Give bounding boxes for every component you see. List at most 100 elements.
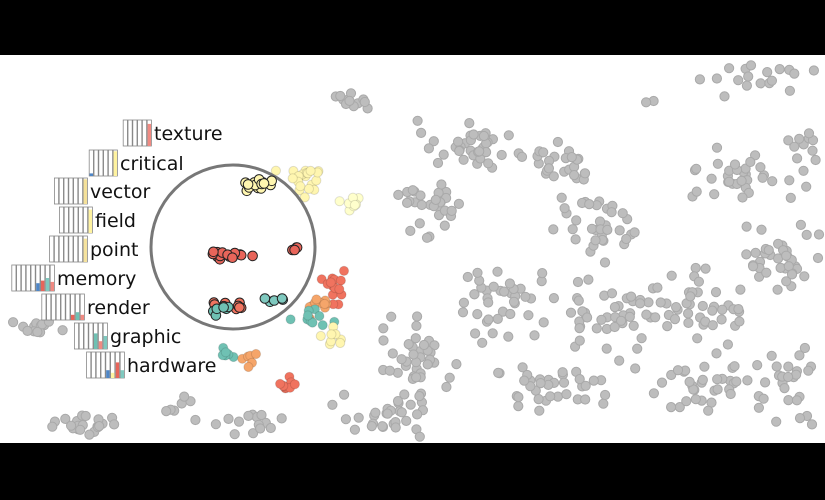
data-point — [606, 207, 617, 218]
data-point — [641, 97, 652, 108]
data-point — [617, 208, 628, 219]
data-point — [415, 190, 426, 201]
data-point — [586, 223, 598, 234]
data-point — [799, 342, 811, 354]
lens-data-point — [259, 293, 271, 304]
colored-data-point — [319, 298, 330, 310]
data-point — [700, 263, 711, 274]
data-point — [84, 429, 95, 440]
colored-data-point — [311, 294, 322, 305]
data-point — [487, 328, 498, 339]
keyword-bar-frame — [127, 119, 133, 147]
keyword-glyph-critical[interactable]: critical — [88, 149, 186, 178]
data-point — [80, 410, 91, 422]
data-point — [735, 284, 746, 295]
data-point — [789, 141, 800, 152]
data-point — [378, 335, 389, 346]
colored-data-point — [349, 199, 360, 211]
data-point — [810, 154, 821, 166]
data-point — [783, 361, 794, 372]
keyword-bar-frame — [86, 351, 92, 379]
data-point — [703, 405, 714, 416]
lens-circle[interactable] — [149, 163, 317, 331]
data-point — [784, 85, 796, 96]
colored-data-point — [303, 183, 314, 194]
data-point — [513, 392, 524, 403]
keyword-bar-frame — [83, 206, 89, 234]
background-points — [8, 60, 825, 442]
data-point — [799, 271, 810, 282]
data-point — [783, 371, 794, 383]
data-point — [344, 95, 355, 107]
data-point — [390, 422, 401, 433]
data-point — [405, 399, 416, 410]
keyword-bar-frame — [46, 293, 52, 321]
data-point — [666, 270, 677, 281]
keyword-bar-frame — [78, 322, 84, 350]
data-point — [694, 74, 706, 85]
data-point — [635, 298, 646, 309]
keyword-glyph-graphic[interactable]: graphic — [74, 322, 184, 351]
keyword-bar-frame — [88, 322, 94, 350]
data-point — [601, 343, 612, 354]
colored-data-point — [307, 317, 318, 328]
keyword-glyph-vector[interactable]: vector — [54, 177, 153, 206]
data-point — [477, 337, 488, 348]
data-point — [396, 354, 407, 365]
data-point — [552, 136, 564, 148]
keyword-bar — [113, 151, 117, 176]
data-point — [632, 343, 643, 354]
keyword-bar — [83, 179, 87, 204]
keyword-glyph-memory[interactable]: memory — [11, 264, 139, 293]
data-point — [557, 367, 568, 378]
data-point — [591, 323, 602, 334]
data-point — [766, 75, 778, 86]
data-point — [794, 413, 806, 424]
keyword-glyph-render[interactable]: render — [41, 293, 152, 322]
keyword-bar-frame — [68, 206, 74, 234]
keyword-glyph-hardware[interactable]: hardware — [86, 351, 219, 380]
scatter-canvas[interactable]: texture critical vector field point memory ren… — [0, 55, 825, 443]
data-point — [359, 96, 370, 108]
data-point — [401, 415, 412, 426]
colored-data-point — [334, 284, 345, 295]
data-point — [794, 350, 805, 361]
data-point — [566, 152, 577, 163]
data-point — [803, 128, 815, 139]
scatter-plot[interactable]: texture critical vector field point memory ren… — [0, 55, 825, 443]
keyword-bar — [71, 314, 75, 320]
colored-data-point — [243, 361, 254, 373]
keyword-label: memory — [57, 268, 136, 290]
data-point — [711, 142, 723, 153]
keyword-glyph-field[interactable]: field — [59, 206, 139, 235]
data-point — [775, 262, 786, 273]
data-point — [340, 414, 351, 425]
data-point — [387, 348, 398, 359]
keyword-bar-frame — [74, 322, 80, 350]
data-point — [785, 192, 796, 203]
colored-data-point — [275, 378, 286, 389]
data-point — [641, 309, 652, 320]
data-point — [558, 377, 570, 388]
data-point — [520, 291, 531, 302]
keyword-glyph-point[interactable]: point — [49, 235, 141, 264]
data-point — [717, 304, 728, 315]
keyword-bar — [36, 283, 40, 291]
colored-points — [162, 129, 364, 394]
keyword-glyph-texture[interactable]: texture — [122, 119, 225, 148]
data-point — [684, 376, 695, 387]
data-point — [729, 361, 740, 372]
data-point — [742, 375, 753, 386]
data-point — [599, 257, 611, 268]
data-point — [265, 422, 276, 434]
data-point — [378, 323, 389, 334]
data-point — [458, 154, 469, 165]
colored-data-point — [334, 196, 345, 207]
data-point — [75, 424, 86, 435]
data-point — [745, 156, 756, 168]
keyword-bar — [41, 280, 45, 291]
data-point — [669, 314, 681, 325]
keyword-bar-frame — [20, 264, 26, 292]
data-point — [636, 333, 647, 344]
data-point — [377, 421, 388, 432]
